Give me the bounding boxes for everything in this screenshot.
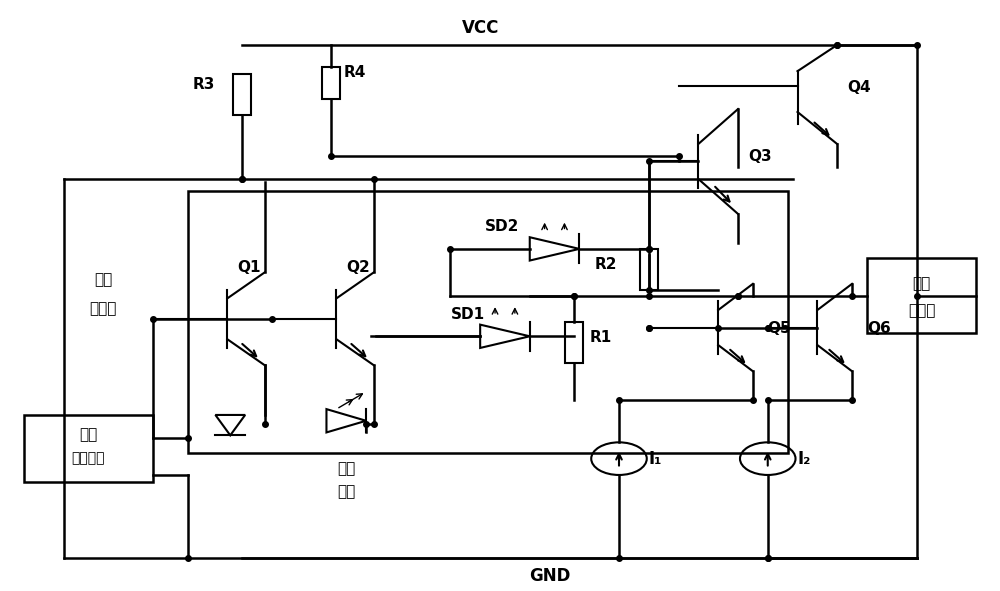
Bar <box>24 415 153 482</box>
Text: R2: R2 <box>594 257 617 272</box>
Bar <box>322 67 340 99</box>
Text: GND: GND <box>529 567 570 585</box>
Text: R3: R3 <box>193 77 215 92</box>
Text: I₂: I₂ <box>798 450 811 469</box>
Text: R4: R4 <box>343 65 366 80</box>
Text: 光电: 光电 <box>94 272 112 287</box>
Text: 放大器: 放大器 <box>908 303 935 318</box>
Text: R1: R1 <box>589 330 612 345</box>
Text: Q4: Q4 <box>847 80 871 95</box>
Text: VCC: VCC <box>461 20 499 37</box>
Text: Q1: Q1 <box>237 260 261 275</box>
Text: 对光: 对光 <box>337 461 355 476</box>
Text: Q3: Q3 <box>748 150 772 164</box>
Bar <box>867 258 976 333</box>
Bar <box>188 191 788 453</box>
Text: 偏置电路: 偏置电路 <box>72 452 105 466</box>
Bar <box>233 74 251 115</box>
Text: Q5: Q5 <box>768 322 791 336</box>
Text: Q6: Q6 <box>867 322 891 336</box>
Text: I₁: I₁ <box>649 450 662 469</box>
Text: SD1: SD1 <box>450 307 485 322</box>
Text: 探测器: 探测器 <box>90 301 117 316</box>
Text: Q2: Q2 <box>346 260 370 275</box>
Text: 输入: 输入 <box>79 427 98 443</box>
Text: SD2: SD2 <box>485 219 520 235</box>
Text: 中间: 中间 <box>912 277 931 291</box>
Bar <box>565 322 583 362</box>
Bar <box>640 249 658 290</box>
Text: 屏蔽: 屏蔽 <box>337 485 355 499</box>
